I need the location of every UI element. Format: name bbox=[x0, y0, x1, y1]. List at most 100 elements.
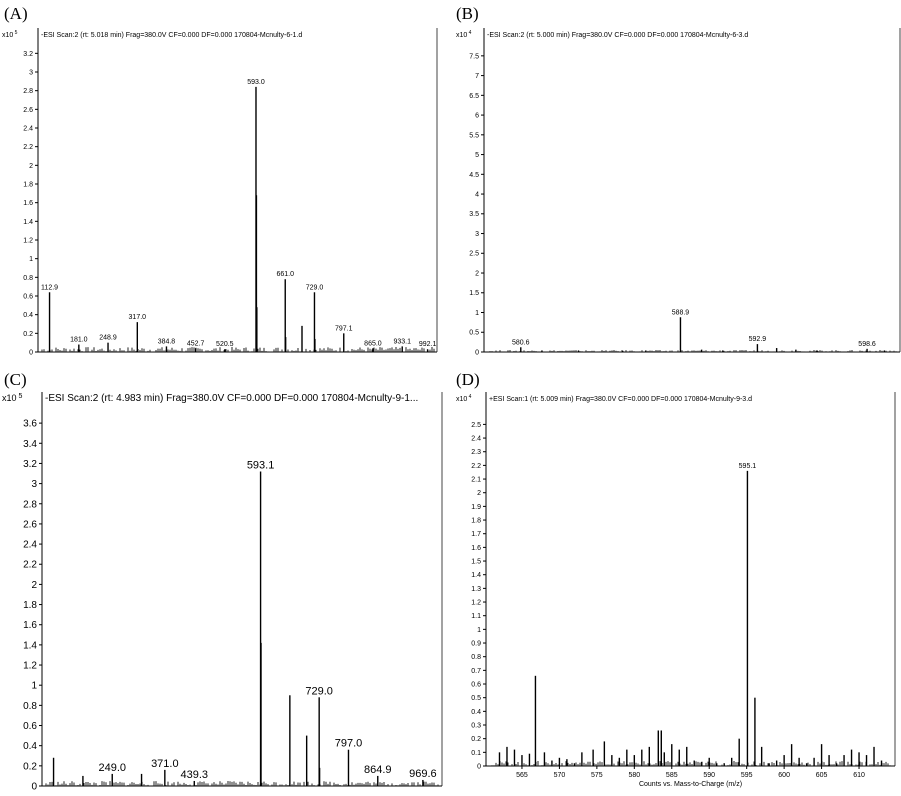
y-tick-label-c: 0.6 bbox=[23, 721, 37, 732]
peak-label-c: 439.3 bbox=[181, 769, 209, 781]
y-tick-label-b: 2 bbox=[475, 270, 479, 277]
y-tick-label-b: 6 bbox=[475, 113, 479, 120]
y-tick-label-d: 0.1 bbox=[471, 750, 481, 757]
peak-label-c: 593.1 bbox=[247, 460, 275, 472]
noise-baseline-a bbox=[41, 347, 435, 352]
peak-label-a: 248.9 bbox=[99, 335, 117, 342]
y-exponent-label-b: x10 4 bbox=[456, 30, 472, 39]
y-tick-label-a: 0.6 bbox=[23, 293, 33, 300]
y-tick-label-d: 0.2 bbox=[471, 736, 481, 743]
peak-label-a: 729.0 bbox=[306, 284, 324, 291]
panel-d-letter: (D) bbox=[456, 370, 480, 389]
x-tick-label-d: 590 bbox=[703, 772, 715, 779]
x-tick-label-d: 585 bbox=[666, 772, 678, 779]
peak-label-c: 864.9 bbox=[364, 764, 392, 776]
panel-b-letter: (B) bbox=[456, 4, 479, 23]
peak-label-a: 593.0 bbox=[247, 79, 265, 86]
scan-header-a: -ESI Scan:2 (rt: 5.018 min) Frag=380.0V … bbox=[41, 32, 302, 39]
y-tick-label-d: 1 bbox=[477, 627, 481, 634]
y-tick-label-a: 2.6 bbox=[23, 107, 33, 114]
y-tick-label-d: 0.8 bbox=[471, 654, 481, 661]
y-tick-label-b: 1 bbox=[475, 310, 479, 317]
y-tick-label-d: 0.7 bbox=[471, 668, 481, 675]
y-tick-label-d: 1.9 bbox=[471, 504, 481, 511]
y-tick-label-c: 1.2 bbox=[23, 661, 37, 672]
y-tick-label-b: 1.5 bbox=[469, 290, 479, 297]
y-exponent-label-c: x10 5 bbox=[2, 393, 22, 403]
y-tick-label-c: 3.6 bbox=[23, 419, 37, 430]
y-tick-label-a: 3.2 bbox=[23, 51, 33, 58]
x-axis-label-d: Counts vs. Mass-to-Charge (m/z) bbox=[639, 781, 742, 788]
x-tick-label-d: 595 bbox=[741, 772, 753, 779]
y-tick-label-a: 2.8 bbox=[23, 88, 33, 95]
peak-label-a: 661.0 bbox=[276, 271, 294, 278]
scan-header-b: -ESI Scan:2 (rt: 5.000 min) Frag=380.0V … bbox=[487, 32, 748, 39]
y-tick-label-c: 3 bbox=[31, 479, 37, 490]
y-tick-label-c: 0.2 bbox=[23, 761, 37, 772]
y-tick-label-a: 3 bbox=[29, 69, 33, 76]
peak-label-c: 797.0 bbox=[335, 738, 363, 750]
y-tick-label-c: 1.8 bbox=[23, 600, 37, 611]
peak-label-a: 181.0 bbox=[70, 337, 88, 344]
y-tick-label-c: 2 bbox=[31, 580, 37, 591]
y-tick-label-c: 1.6 bbox=[23, 620, 37, 631]
y-tick-label-c: 1.4 bbox=[23, 640, 37, 651]
y-tick-label-d: 1.2 bbox=[471, 599, 481, 606]
y-tick-label-d: 1.1 bbox=[471, 613, 481, 620]
spectrum-chart-a: x10 5 -ESI Scan:2 (rt: 5.018 min) Frag=38… bbox=[2, 28, 438, 356]
y-tick-label-b: 5 bbox=[475, 152, 479, 159]
spectrum-chart-c: x10 5 -ESI Scan:2 (rt: 4.983 min) Frag=38… bbox=[2, 392, 443, 793]
y-tick-label-b: 3 bbox=[475, 231, 479, 238]
y-tick-label-d: 0.9 bbox=[471, 640, 481, 647]
y-tick-label-d: 1.8 bbox=[471, 517, 481, 524]
y-tick-label-a: 2 bbox=[29, 163, 33, 170]
y-tick-label-c: 3.4 bbox=[23, 439, 37, 450]
y-tick-label-d: 2.1 bbox=[471, 477, 481, 484]
y-tick-label-b: 3.5 bbox=[469, 211, 479, 218]
panel-c-letter: (C) bbox=[4, 370, 27, 389]
y-tick-label-a: 1.4 bbox=[23, 219, 33, 226]
y-tick-label-c: 0.4 bbox=[23, 741, 37, 752]
y-tick-label-a: 0 bbox=[29, 349, 33, 356]
y-tick-label-b: 0.5 bbox=[469, 330, 479, 337]
y-tick-label-b: 4 bbox=[475, 192, 479, 199]
peak-label-a: 452.7 bbox=[187, 340, 205, 347]
y-tick-label-c: 1 bbox=[31, 681, 37, 692]
y-tick-label-b: 2.5 bbox=[469, 251, 479, 258]
peak-label-c: 249.0 bbox=[98, 762, 126, 774]
y-tick-label-d: 2.5 bbox=[471, 422, 481, 429]
y-tick-label-d: 2 bbox=[477, 490, 481, 497]
peak-label-a: 865.0 bbox=[364, 340, 382, 347]
x-tick-label-d: 605 bbox=[816, 772, 828, 779]
peak-label-b: 598.6 bbox=[858, 341, 876, 348]
x-tick-label-d: 600 bbox=[778, 772, 790, 779]
y-tick-label-c: 2.6 bbox=[23, 519, 37, 530]
y-tick-label-a: 0.4 bbox=[23, 312, 33, 319]
y-tick-label-a: 1.6 bbox=[23, 200, 33, 207]
y-tick-label-c: 3.2 bbox=[23, 459, 37, 470]
y-tick-label-b: 4.5 bbox=[469, 172, 479, 179]
y-tick-label-c: 2.4 bbox=[23, 540, 37, 551]
y-tick-label-d: 0 bbox=[477, 763, 481, 770]
y-tick-label-a: 1 bbox=[29, 256, 33, 263]
peak-label-c: 969.6 bbox=[409, 768, 437, 780]
y-tick-label-d: 0.5 bbox=[471, 695, 481, 702]
y-tick-label-a: 2.4 bbox=[23, 125, 33, 132]
y-tick-label-a: 1.2 bbox=[23, 237, 33, 244]
y-tick-label-c: 0 bbox=[31, 782, 37, 793]
peak-label-b: 588.9 bbox=[672, 309, 690, 316]
y-tick-label-b: 7 bbox=[475, 73, 479, 80]
y-tick-label-d: 2.3 bbox=[471, 449, 481, 456]
scan-header-c: -ESI Scan:2 (rt: 4.983 min) Frag=380.0V … bbox=[45, 393, 418, 404]
peak-label-a: 992.1 bbox=[419, 341, 437, 348]
x-tick-label-d: 575 bbox=[591, 772, 603, 779]
peak-label-a: 797.1 bbox=[335, 325, 353, 332]
y-exponent-label-a: x10 5 bbox=[2, 30, 18, 39]
y-tick-label-d: 1.4 bbox=[471, 572, 481, 579]
y-tick-label-a: 1.8 bbox=[23, 181, 33, 188]
peak-label-d: 595.1 bbox=[739, 463, 757, 470]
peak-label-a: 933.1 bbox=[393, 338, 411, 345]
y-tick-label-d: 2.4 bbox=[471, 436, 481, 443]
y-exponent-label-d: x10 4 bbox=[456, 394, 472, 403]
x-tick-label-d: 570 bbox=[554, 772, 566, 779]
